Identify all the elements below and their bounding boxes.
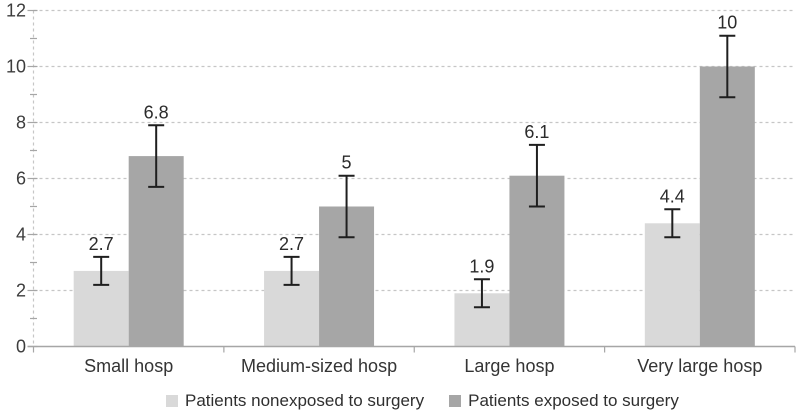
data-label: 6.1 bbox=[524, 122, 549, 142]
category-label: Very large hosp bbox=[637, 356, 762, 376]
data-label: 5 bbox=[342, 153, 352, 173]
legend-label-nonexposed: Patients nonexposed to surgery bbox=[185, 391, 425, 410]
y-tick-label: 10 bbox=[6, 57, 26, 77]
legend-label-exposed: Patients exposed to surgery bbox=[468, 391, 679, 410]
y-tick-label: 2 bbox=[16, 281, 26, 301]
bar bbox=[644, 223, 700, 347]
bar-chart-canvas: 0 2 4 6 8 10 12 2.7 2.7 1.9 4.4 6.8 5 6.1 10 Small hosp… bbox=[6, 1, 796, 376]
category-label: Large hosp bbox=[464, 356, 554, 376]
data-label: 2.7 bbox=[89, 234, 114, 254]
data-label: 4.4 bbox=[660, 186, 685, 206]
legend-item-nonexposed: Patients nonexposed to surgery bbox=[166, 391, 424, 411]
legend-swatch-exposed-icon bbox=[449, 395, 462, 407]
data-label: 6.8 bbox=[144, 102, 169, 122]
y-tick-label: 6 bbox=[16, 169, 26, 189]
y-tick-label: 12 bbox=[6, 1, 26, 21]
y-tick-label: 0 bbox=[16, 337, 26, 357]
category-label: Medium-sized hosp bbox=[241, 356, 397, 376]
data-label: 1.9 bbox=[469, 256, 494, 276]
bar bbox=[699, 66, 755, 347]
data-label: 10 bbox=[717, 13, 737, 33]
legend-swatch-nonexposed-icon bbox=[166, 395, 178, 407]
category-label: Small hosp bbox=[84, 356, 173, 376]
y-tick-label: 8 bbox=[16, 113, 26, 133]
chart-legend: Patients nonexposed to surgery Patients … bbox=[166, 391, 679, 411]
legend-item-exposed: Patients exposed to surgery bbox=[449, 391, 679, 411]
data-label: 2.7 bbox=[279, 234, 304, 254]
y-tick-label: 4 bbox=[16, 225, 26, 245]
